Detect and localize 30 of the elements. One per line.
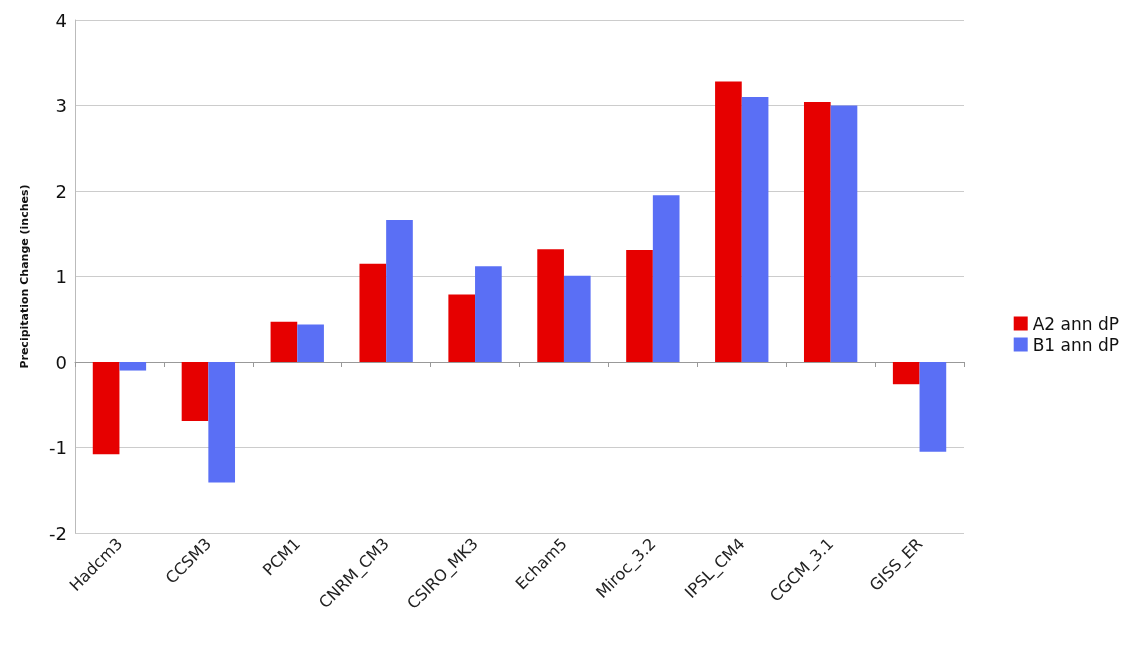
bar xyxy=(359,263,387,362)
bar xyxy=(803,102,831,362)
y-axis-title: Precipitation Change (inches) xyxy=(18,184,31,369)
bar xyxy=(715,81,742,362)
bar xyxy=(830,105,858,362)
bar xyxy=(270,321,298,362)
bar xyxy=(448,294,476,362)
bar xyxy=(208,362,236,483)
bar xyxy=(92,362,120,455)
bar xyxy=(626,250,653,362)
y-tick-label: 0 xyxy=(55,351,67,373)
y-tick-label: 4 xyxy=(55,9,67,31)
bar xyxy=(919,362,947,452)
bar xyxy=(181,362,209,421)
bar xyxy=(297,324,324,362)
bar xyxy=(563,275,591,362)
bar xyxy=(537,249,564,362)
y-tick-label: 2 xyxy=(55,180,67,202)
legend-label: B1 ann dP xyxy=(1032,334,1119,355)
bar xyxy=(475,266,502,362)
y-tick-label: -1 xyxy=(49,437,67,458)
y-tick-label: 1 xyxy=(55,266,67,287)
bar xyxy=(119,362,147,371)
bar xyxy=(741,96,769,362)
bar xyxy=(652,195,680,362)
y-tick-label: -2 xyxy=(49,522,67,544)
bar xyxy=(892,362,920,385)
y-tick-label: 3 xyxy=(55,95,67,116)
legend-label: A2 ann dP xyxy=(1032,313,1119,334)
bar xyxy=(386,220,413,362)
